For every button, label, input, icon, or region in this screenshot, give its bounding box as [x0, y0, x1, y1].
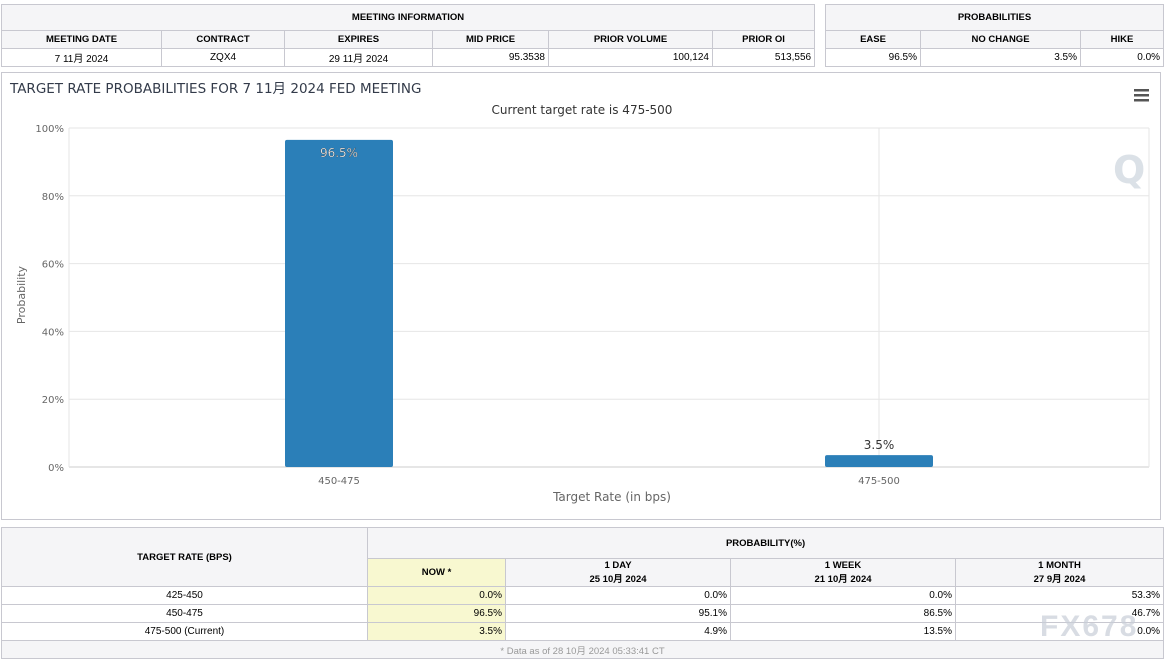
chart-panel: TARGET RATE PROBABILITIES FOR 7 11月 2024… — [1, 72, 1161, 520]
y-tick-label: 100% — [35, 124, 64, 135]
column-label: NOW * — [421, 567, 452, 578]
column-date: 25 10月 2024 — [589, 574, 647, 585]
watermark: FX678 — [1040, 610, 1139, 643]
chart-title: TARGET RATE PROBABILITIES FOR 7 11月 2024… — [9, 81, 421, 97]
y-tick-label: 20% — [42, 395, 64, 406]
y-tick-label: 60% — [42, 260, 64, 271]
x-axis-label: Target Rate (in bps) — [552, 490, 671, 504]
table-row: 450-475 96.5% 95.1% 86.5% 46.7% — [1, 604, 1165, 623]
probability-cell: 3.5% — [367, 622, 506, 641]
chart-subtitle: Current target rate is 475-500 — [492, 103, 673, 117]
target-rate: 475-500 (Current) — [1, 622, 368, 641]
probabilities-title: PROBABILITIES — [824, 4, 1165, 31]
col-now-: NOW * — [367, 558, 506, 587]
hike-value: 0.0% — [1079, 48, 1165, 67]
svg-text:Q: Q — [1113, 148, 1145, 192]
meeting-information-table: MEETING INFORMATION MEETING DATE CONTRACT… — [0, 4, 816, 67]
column-date: 21 10月 2024 — [814, 574, 872, 585]
table-row: 475-500 (Current) 3.5% 4.9% 13.5% 0.0% — [1, 622, 1165, 641]
y-axis-label: Probability — [15, 265, 28, 324]
x-tick-label: 475-500 — [858, 476, 900, 487]
meeting-date: 7 11月 2024 — [1, 48, 162, 67]
probability-cell: 86.5% — [730, 604, 956, 623]
data-label: 3.5% — [864, 438, 895, 452]
probability-header: PROBABILITY(%) — [366, 527, 1165, 559]
col-contract: CONTRACT — [161, 30, 285, 49]
x-tick-label: 450-475 — [318, 476, 360, 487]
column-label: 1 DAY — [604, 560, 632, 571]
table-row: 425-450 0.0% 0.0% 0.0% 53.3% — [1, 586, 1165, 605]
y-tick-label: 80% — [42, 192, 64, 203]
bar-475-500[interactable] — [825, 455, 933, 467]
contract: ZQX4 — [161, 48, 285, 67]
probability-cell: 13.5% — [730, 622, 956, 641]
probabilities-table: PROBABILITIES EASE NO CHANGE HIKE 96.5% 3.5… — [824, 4, 1165, 67]
y-tick-label: 40% — [42, 327, 64, 338]
probability-cell: 0.0% — [730, 586, 956, 605]
target-rate: 425-450 — [1, 586, 368, 605]
bar-450-475[interactable] — [285, 139, 393, 467]
probability-cell: 95.1% — [505, 604, 731, 623]
col-1-week: 1 WEEK 21 10月 2024 — [730, 558, 956, 587]
col-1-month: 1 MONTH 27 9月 2024 — [954, 558, 1165, 587]
col-prior-oi: PRIOR OI — [711, 30, 816, 49]
target-rate-header: TARGET RATE (BPS) — [1, 527, 368, 587]
probability-history-table: TARGET RATE (BPS) PROBABILITY(%) NOW * 1 D… — [0, 527, 1165, 659]
col-mid-price: MID PRICE — [432, 30, 549, 49]
probability-cell: 4.9% — [505, 622, 731, 641]
col-no-change: NO CHANGE — [920, 30, 1081, 49]
target-rate: 450-475 — [1, 604, 368, 623]
meeting-info-title: MEETING INFORMATION — [0, 4, 816, 31]
bar-chart: TARGET RATE PROBABILITIES FOR 7 11月 2024… — [9, 81, 1150, 504]
q-logo-icon: Q — [1113, 148, 1145, 192]
column-label: 1 MONTH — [1038, 560, 1081, 571]
y-tick-label: 0% — [48, 463, 64, 474]
probability-cell: 0.0% — [367, 586, 506, 605]
col-ease: EASE — [825, 30, 921, 49]
data-label: 96.5% — [320, 146, 358, 160]
probability-cell: 0.0% — [505, 586, 731, 605]
col-1-day: 1 DAY 25 10月 2024 — [505, 558, 731, 587]
hamburger-menu-icon[interactable] — [1134, 89, 1149, 102]
probability-cell: 53.3% — [954, 586, 1165, 605]
column-date: 27 9月 2024 — [1033, 574, 1086, 585]
prior-oi: 513,556 — [711, 48, 816, 67]
data-timestamp: * Data as of 28 10月 2024 05:33:41 CT — [0, 640, 1165, 659]
probability-cell: 96.5% — [367, 604, 506, 623]
prior-volume: 100,124 — [548, 48, 713, 67]
column-label: 1 WEEK — [824, 560, 862, 571]
